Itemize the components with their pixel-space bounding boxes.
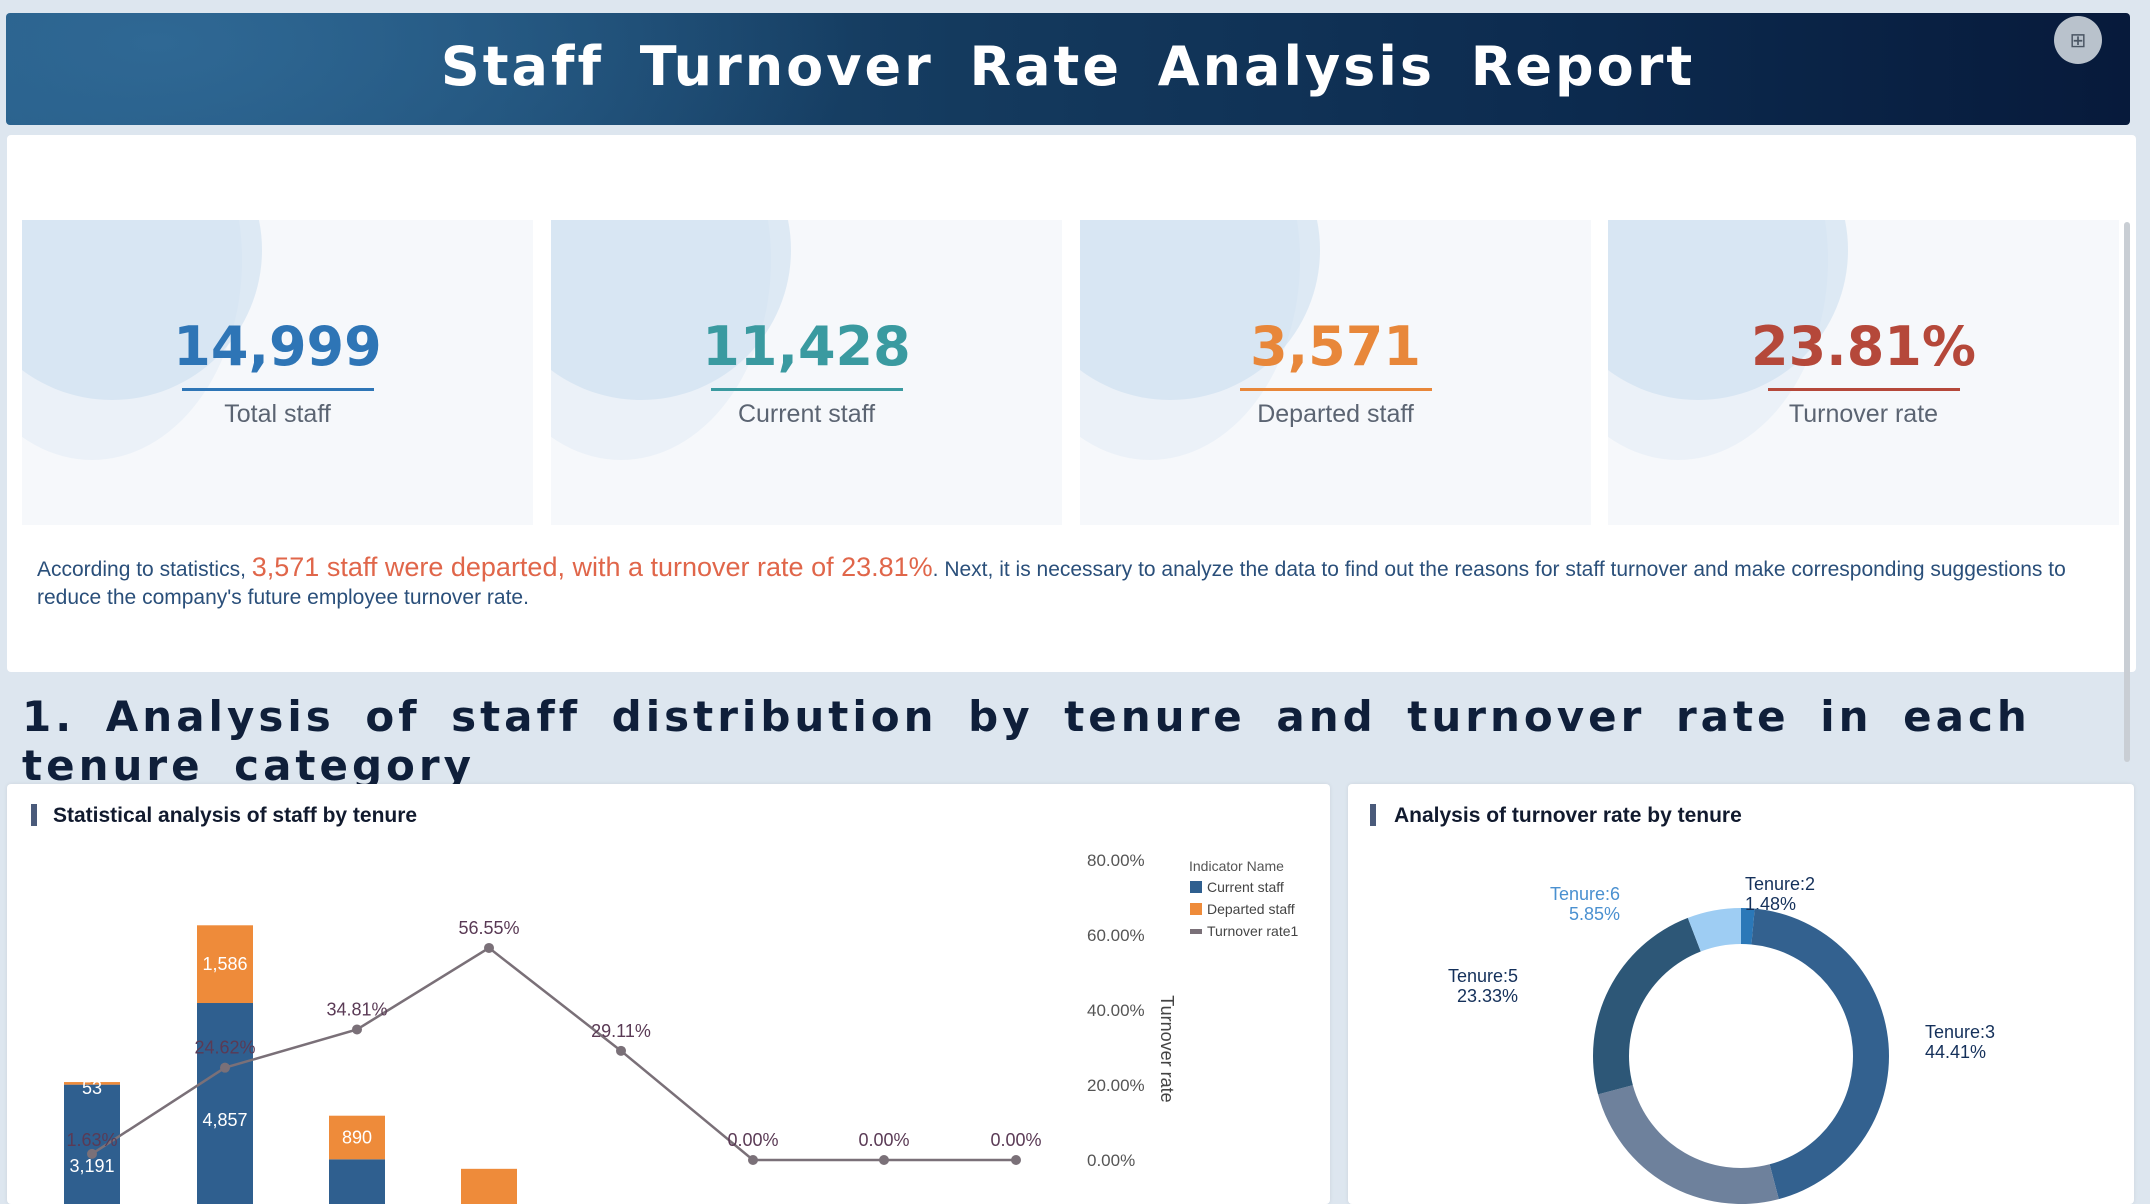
- kpi-card: 23.81% Turnover rate: [1608, 220, 2119, 525]
- bar-current-staff: [197, 1003, 253, 1204]
- turnover-rate-label: 24.62%: [194, 1038, 255, 1058]
- turnover-by-tenure-card: Analysis of turnover rate by tenure Tenu…: [1348, 784, 2134, 1204]
- kpi-value: 3,571: [1250, 315, 1421, 378]
- turnover-rate-label: 29.11%: [591, 1021, 651, 1041]
- bar-departed-staff: [329, 1115, 385, 1160]
- turnover-rate-point: [484, 942, 494, 953]
- donut-slice: [1687, 908, 1741, 952]
- card-title: Analysis of turnover rate by tenure: [1394, 804, 1742, 827]
- bar-label-current: 3,191: [69, 1156, 114, 1176]
- section-heading: 1. Analysis of staff distribution by ten…: [22, 692, 2031, 790]
- bar-label-departed: 1,586: [202, 954, 247, 974]
- bar-label-departed: 890: [342, 1128, 372, 1148]
- y2-tick-label: 0.00%: [1087, 1151, 1135, 1170]
- staff-by-tenure-card: Statistical analysis of staff by tenure …: [7, 784, 1330, 1204]
- slice-value: 44.41%: [1925, 1042, 1986, 1062]
- slice-label: Tenure:6: [1550, 884, 1620, 904]
- kpi-label: Departed staff: [1257, 400, 1414, 428]
- turnover-rate-label: 0.00%: [858, 1130, 909, 1150]
- bar-departed-staff: [461, 1168, 517, 1204]
- scrollbar[interactable]: [2124, 222, 2130, 762]
- page-title: Staff Turnover Rate Analysis Report: [440, 35, 1696, 98]
- legend-title: Indicator Name: [1189, 858, 1284, 874]
- kpi-underline: [1768, 388, 1960, 391]
- y2-axis-title: Turnover rate: [1157, 995, 1177, 1102]
- turnover-rate-line: [91, 946, 1016, 1162]
- turnover-rate-point: [87, 1148, 97, 1159]
- donut-slice: [1741, 908, 1755, 945]
- donut-slice: [1598, 1085, 1779, 1204]
- slice-label: Tenure:5: [1448, 966, 1518, 986]
- summary-before: According to statistics,: [37, 558, 252, 581]
- bar-departed-staff: [197, 925, 253, 1004]
- summary-highlight: 3,571 staff were departed, with a turnov…: [251, 552, 933, 582]
- kpi-underline: [1240, 388, 1432, 391]
- kpi-underline: [182, 388, 374, 391]
- slice-label: Tenure:3: [1925, 1022, 1995, 1042]
- turnover-rate-point: [352, 1024, 362, 1035]
- turnover-rate-label: 0.00%: [727, 1130, 778, 1150]
- bar-current-staff: [329, 1159, 385, 1204]
- legend-swatch: [1190, 929, 1202, 934]
- slice-label: Tenure:2: [1745, 874, 1815, 894]
- legend-item: Current staff: [1207, 879, 1284, 895]
- kpi-value: 23.81%: [1751, 315, 1976, 378]
- summary-text: According to statistics, 3,571 staff wer…: [37, 553, 2117, 612]
- kpi-card: 3,571 Departed staff: [1080, 220, 1591, 525]
- summary-after: . Next, it is necessary to analyze the d…: [37, 558, 2066, 609]
- kpi-card: 11,428 Current staff: [551, 220, 1062, 525]
- kpi-label: Total staff: [224, 400, 331, 428]
- title-accent: [31, 804, 37, 826]
- y2-tick-label: 60.00%: [1087, 926, 1145, 945]
- donut-slice: [1751, 908, 1889, 1200]
- legend-item: Departed staff: [1207, 901, 1295, 917]
- legend-swatch: [1190, 881, 1202, 893]
- slice-value: 5.85%: [1569, 904, 1620, 924]
- bar-label-current: 4,857: [202, 1110, 247, 1130]
- turnover-rate-label: 1.63%: [66, 1130, 117, 1150]
- kpi-card: 14,999 Total staff: [22, 220, 533, 525]
- kpi-value: 11,428: [702, 315, 911, 378]
- slice-value: 23.33%: [1457, 986, 1518, 1006]
- legend-swatch: [1190, 903, 1202, 915]
- turnover-rate-label: 56.55%: [458, 918, 519, 938]
- turnover-rate-label: 0.00%: [990, 1130, 1041, 1150]
- fullscreen-exit-icon[interactable]: ⊞: [2054, 16, 2102, 64]
- bar-departed-staff: [64, 1082, 120, 1085]
- bar-line-chart: 3,191 53 4,857 1,586 890 1.63% 24.62% 34.81% 56.…: [64, 851, 1299, 1204]
- turnover-rate-label: 34.81%: [326, 999, 387, 1019]
- kpi-underline: [711, 388, 903, 391]
- title-accent: [1370, 804, 1376, 826]
- y2-tick-label: 80.00%: [1087, 851, 1145, 870]
- kpi-label: Current staff: [737, 400, 876, 428]
- y2-tick-label: 40.00%: [1087, 1001, 1145, 1020]
- bar-label-departed: 53: [82, 1078, 102, 1098]
- turnover-rate-point: [220, 1062, 230, 1073]
- report-header: Staff Turnover Rate Analysis Report ⊞: [6, 13, 2130, 125]
- turnover-rate-point: [748, 1155, 758, 1165]
- kpi-label: Turnover rate: [1788, 400, 1939, 428]
- y2-tick-label: 20.00%: [1087, 1076, 1145, 1095]
- turnover-rate-point: [1011, 1155, 1021, 1165]
- turnover-rate-point: [879, 1155, 889, 1165]
- donut-chart: Tenure:21.48%Tenure:344.41%Tenure:523.33…: [1448, 874, 1995, 1204]
- kpi-value: 14,999: [173, 315, 382, 378]
- turnover-rate-point: [616, 1045, 626, 1056]
- legend-item: Turnover rate1: [1207, 923, 1299, 939]
- summary-panel: 14,999 Total staff 11,428 Current staff …: [7, 135, 2136, 672]
- card-title: Statistical analysis of staff by tenure: [53, 804, 418, 827]
- donut-slice: [1593, 917, 1701, 1095]
